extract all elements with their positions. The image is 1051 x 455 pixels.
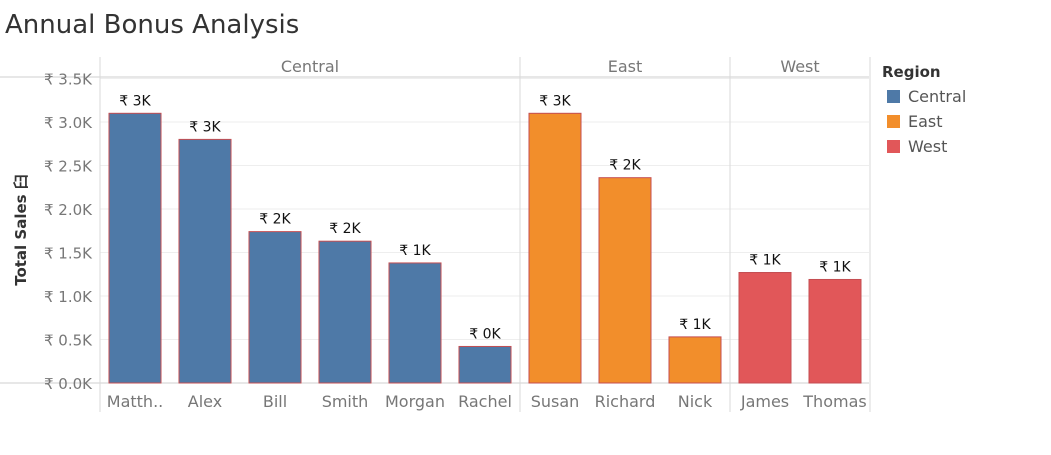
data-label: ₹ 3K — [119, 93, 151, 109]
legend-item-west[interactable]: West — [882, 134, 966, 159]
data-label: ₹ 0K — [469, 326, 501, 342]
panel-header-east: East — [608, 57, 643, 76]
bar-richard — [598, 177, 652, 384]
x-tick-label: Smith — [322, 392, 369, 411]
x-tick-label: James — [740, 392, 789, 411]
y-axis-title-text: Total Sales — [12, 194, 30, 285]
chart-title: Annual Bonus Analysis — [5, 10, 300, 40]
x-tick-label: Matth.. — [107, 392, 163, 411]
legend-label-west: West — [908, 137, 948, 156]
x-tick-label: Thomas — [802, 392, 866, 411]
x-tick-label: Alex — [188, 392, 222, 411]
bar-nick — [668, 336, 722, 384]
data-label: ₹ 1K — [679, 317, 711, 333]
data-label: ₹ 2K — [609, 158, 641, 174]
data-label: ₹ 1K — [399, 243, 431, 259]
legend-swatch-west — [887, 140, 900, 153]
data-label: ₹ 3K — [539, 93, 571, 109]
legend-item-east[interactable]: East — [882, 109, 966, 134]
data-label: ₹ 2K — [329, 221, 361, 237]
legend-swatch-central — [887, 90, 900, 103]
x-tick-label: Nick — [678, 392, 713, 411]
y-tick-label: ₹ 3.0K — [44, 114, 93, 132]
x-tick-label: Richard — [595, 392, 656, 411]
y-tick-label: ₹ 1.5K — [44, 245, 93, 263]
y-axis-title-suffix: ⾅ — [12, 174, 30, 194]
data-label: ₹ 1K — [819, 259, 851, 275]
y-tick-label: ₹ 0.5K — [44, 332, 93, 350]
bar-james — [738, 272, 792, 384]
y-tick-label: ₹ 3.5K — [44, 71, 93, 89]
bar-smith — [318, 240, 372, 384]
bar-bill — [248, 231, 302, 384]
x-tick-label: Morgan — [385, 392, 445, 411]
legend-title: Region — [882, 63, 941, 81]
data-label: ₹ 2K — [259, 212, 291, 228]
y-tick-label: ₹ 0.0K — [44, 375, 93, 393]
y-axis-title: Total Sales ⾅ — [12, 174, 30, 286]
legend-item-central[interactable]: Central — [882, 84, 966, 109]
y-tick-label: ₹ 2.0K — [44, 201, 93, 219]
bar-susan — [528, 112, 582, 384]
x-tick-label: Bill — [263, 392, 287, 411]
x-tick-label: Rachel — [458, 392, 512, 411]
legend: Region Central East West — [882, 60, 966, 159]
bar-matth — [108, 112, 162, 384]
y-tick-label: ₹ 1.0K — [44, 288, 93, 306]
bar-alex — [178, 138, 232, 384]
panel-header-west: West — [780, 57, 819, 76]
bar-rachel — [458, 345, 512, 384]
y-tick-label: ₹ 2.5K — [44, 158, 93, 176]
legend-label-central: Central — [908, 87, 967, 106]
legend-swatch-east — [887, 115, 900, 128]
bar-morgan — [388, 262, 442, 384]
data-label: ₹ 3K — [189, 119, 221, 135]
x-tick-label: Susan — [531, 392, 580, 411]
legend-label-east: East — [908, 112, 943, 131]
bar-thomas — [808, 278, 862, 384]
data-label: ₹ 1K — [749, 253, 781, 269]
panel-header-central: Central — [281, 57, 339, 76]
